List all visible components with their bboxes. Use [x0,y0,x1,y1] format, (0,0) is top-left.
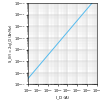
Y-axis label: S_I(f) = 2qI_D (A²/Hz): S_I(f) = 2qI_D (A²/Hz) [9,25,13,62]
X-axis label: I_D (A): I_D (A) [56,95,69,99]
